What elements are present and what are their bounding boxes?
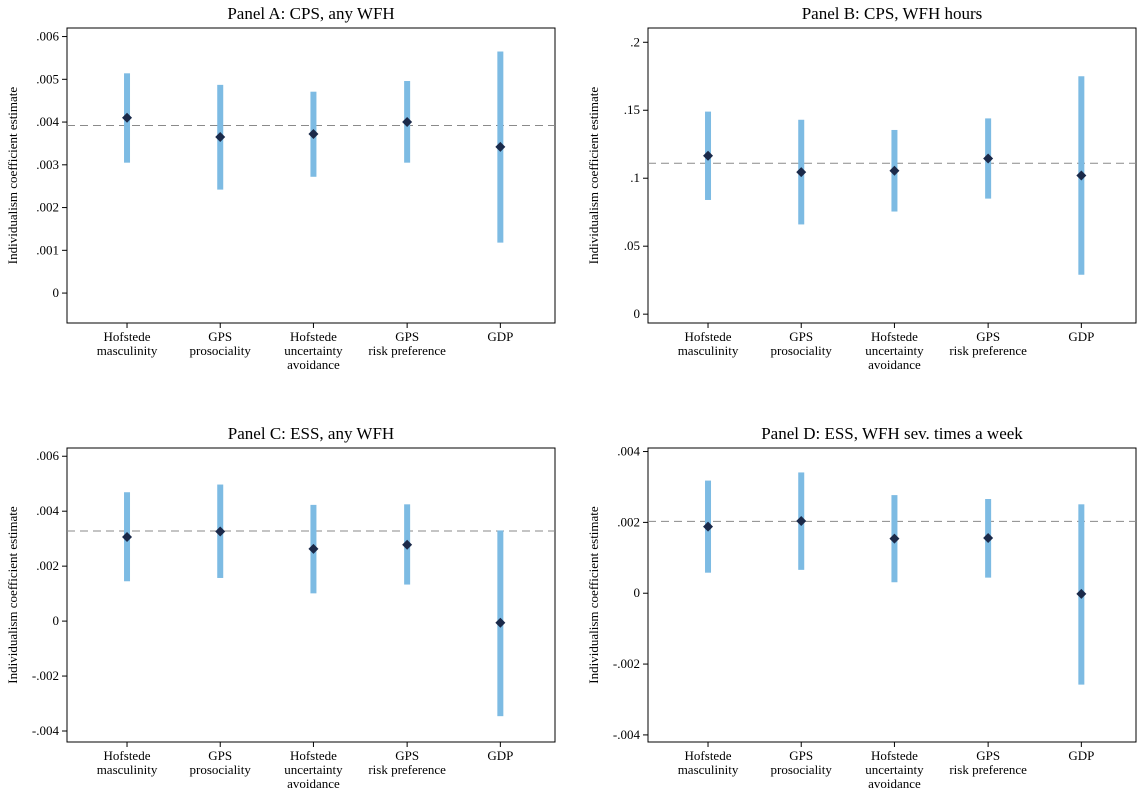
panel-b-category-label: Hofstede uncertainty avoidance [865, 329, 924, 372]
panel-a-category-label: Hofstede masculinity [97, 329, 158, 358]
panel-b-y-tick-label: .2 [630, 34, 640, 49]
panel-d-y-tick-label: .004 [617, 444, 640, 459]
panel-d-estimate-point [1076, 588, 1087, 599]
panel-d-estimate-point [983, 532, 994, 543]
panel-a-estimate-point [402, 117, 413, 128]
panel-a-y-tick-label: 0 [53, 285, 60, 300]
panel-a-category-label: Hofstede uncertainty avoidance [284, 329, 343, 372]
panel-d-category-label: Hofstede masculinity [678, 748, 739, 777]
panel-a-y-tick-label: .006 [36, 29, 59, 44]
panel-b-estimate-point [1076, 170, 1087, 181]
panel-b-y-tick-label: 0 [634, 306, 641, 321]
panel-b-estimate-point [703, 150, 714, 161]
panel-a-y-tick-label: .001 [36, 242, 59, 257]
panel-d-y-tick-label: 0 [634, 585, 641, 600]
panel-d-y-axis-label: Individualism coefficient estimate [586, 506, 601, 684]
panel-d-y-tick-label: .002 [617, 514, 640, 529]
panel-c-y-tick-label: 0 [53, 613, 60, 628]
panel-a-estimate-point [495, 141, 506, 152]
panel-b-estimate-point [796, 167, 807, 178]
panel-d: Panel D: ESS, WFH sev. times a week -.00… [586, 424, 1137, 791]
panel-c-y-tick-label: -.004 [32, 723, 60, 738]
panel-d-y-tick-label: -.002 [613, 656, 640, 671]
panel-c-y-tick-label: -.002 [32, 668, 59, 683]
panel-c-category-label: Hofstede uncertainty avoidance [284, 748, 343, 791]
panel-a-y-tick-label: .003 [36, 157, 59, 172]
panel-d-y-tick-label: -.004 [613, 727, 641, 742]
panel-c-estimate-point [308, 543, 319, 554]
panel-a-plot-frame [66, 27, 556, 324]
panel-a: Panel A: CPS, any WFH 0 .001 .002 .003 .004.… [5, 4, 556, 372]
panel-d-category-label: Hofstede uncertainty avoidance [865, 748, 924, 791]
panel-b-y-axis-label: Individualism coefficient estimate [586, 87, 601, 265]
panel-d-estimate-point [703, 521, 714, 532]
panel-d-estimate-point [796, 515, 807, 526]
panel-a-title: Panel A: CPS, any WFH [227, 4, 394, 23]
panel-d-category-label: GPS risk preference [949, 748, 1027, 777]
panel-d-plot-frame [647, 447, 1137, 743]
panel-b-plot-frame [647, 27, 1137, 324]
panel-b-category-label: GPS risk preference [949, 329, 1027, 358]
panel-c-y-tick-label: .002 [36, 558, 59, 573]
panel-c-estimate-point [495, 617, 506, 628]
panel-d-category-label: GDP [1068, 748, 1094, 763]
panel-a-y-tick-label: .004 [36, 114, 59, 129]
panel-c-category-label: GDP [487, 748, 513, 763]
panel-c-y-tick-label: .004 [36, 503, 59, 518]
panel-a-estimate-point [308, 129, 319, 140]
panel-a-estimate-point [122, 112, 133, 123]
panel-b-estimate-point [983, 153, 994, 164]
panel-b-y-tick-label: .15 [624, 102, 640, 117]
panel-b-category-label: GPS prosociality [771, 329, 833, 358]
panel-a-estimate-point [215, 132, 226, 143]
panel-c-category-label: GPS risk preference [368, 748, 446, 777]
panel-a-category-label: GDP [487, 329, 513, 344]
panel-c-y-axis-label: Individualism coefficient estimate [5, 506, 20, 684]
panel-d-title: Panel D: ESS, WFH sev. times a week [761, 424, 1023, 443]
panel-d-category-label: GPS prosociality [771, 748, 833, 777]
panel-c-estimate-point [402, 539, 413, 550]
panel-a-category-label: GPS prosociality [190, 329, 252, 358]
panel-d-estimate-point [889, 533, 900, 544]
panel-a-y-tick-label: .005 [36, 71, 59, 86]
panel-b: Panel B: CPS, WFH hours 0 .05 .1 .15 .2 Indiv… [586, 4, 1137, 372]
panel-b-category-label: Hofstede masculinity [678, 329, 739, 358]
panel-a-category-label: GPS risk preference [368, 329, 446, 358]
panel-a-y-tick-label: .002 [36, 200, 59, 215]
panel-b-estimate-point [889, 165, 900, 176]
panel-c: Panel C: ESS, any WFH -.004 -.002 0 .002 .00… [5, 424, 556, 791]
panel-a-y-axis-label: Individualism coefficient estimate [5, 87, 20, 265]
panel-c-category-label: Hofstede masculinity [97, 748, 158, 777]
panel-b-y-tick-label: .1 [630, 170, 640, 185]
panel-c-plot-frame [66, 447, 556, 743]
panel-b-y-tick-label: .05 [624, 238, 640, 253]
panel-b-category-label: GDP [1068, 329, 1094, 344]
panel-b-title: Panel B: CPS, WFH hours [802, 4, 983, 23]
panel-c-y-tick-label: .006 [36, 448, 59, 463]
panel-c-category-label: GPS prosociality [190, 748, 252, 777]
panel-c-estimate-point [215, 526, 226, 537]
panel-c-title: Panel C: ESS, any WFH [228, 424, 394, 443]
panel-c-estimate-point [122, 532, 133, 543]
